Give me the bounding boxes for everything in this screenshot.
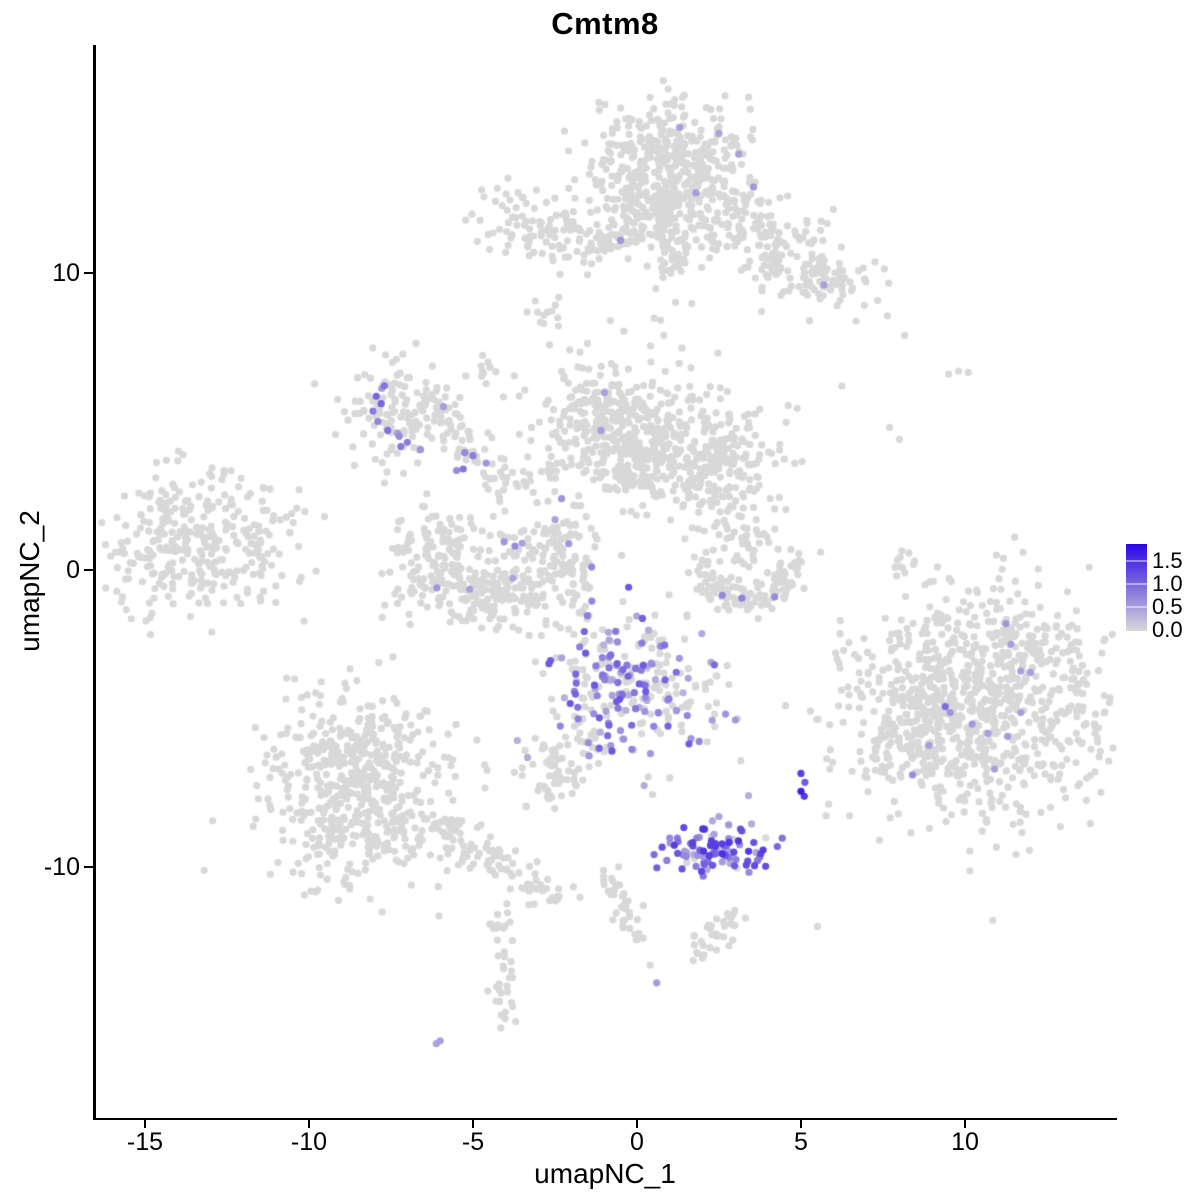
y-tick-label: -10 [43,853,80,881]
x-tick-mark [635,1119,639,1128]
x-tick-mark [471,1119,475,1128]
y-tick-label: 0 [66,556,80,584]
y-axis-title: umapNC_2 [14,510,45,652]
y-tick-mark [84,271,93,275]
y-tick-mark [84,568,93,572]
x-tick-mark [799,1119,803,1128]
x-tick-mark [143,1119,147,1128]
y-tick-label: 10 [52,259,80,287]
x-axis-title: umapNC_1 [534,1158,676,1189]
y-tick-mark [84,865,93,869]
x-tick-label: -5 [461,1128,485,1156]
x-tick-label: -10 [290,1128,328,1156]
x-tick-label: 10 [951,1128,979,1156]
x-axis-line [93,1117,1117,1120]
y-axis-line [93,45,96,1120]
x-tick-label: 0 [630,1128,644,1156]
x-tick-mark [307,1119,311,1128]
x-tick-mark [963,1119,967,1128]
x-tick-label: 5 [794,1128,808,1156]
x-tick-label: -15 [126,1128,164,1156]
